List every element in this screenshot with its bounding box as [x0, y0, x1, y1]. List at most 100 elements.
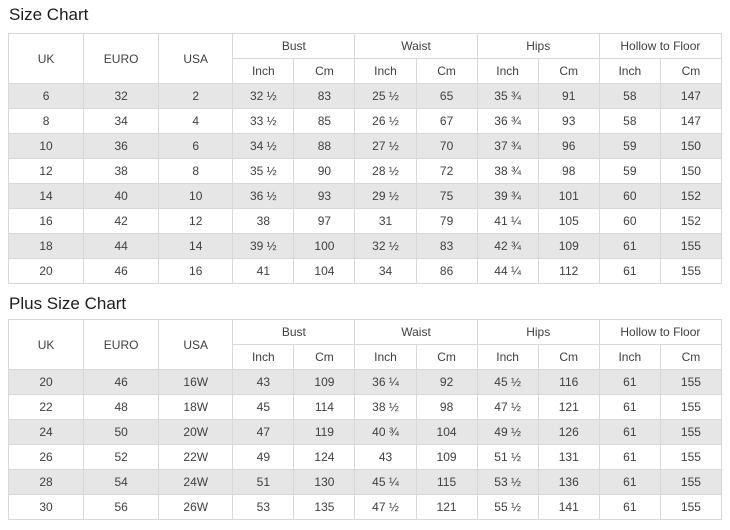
table-cell: 47 ½ — [476, 394, 539, 420]
unit-header: Cm — [415, 58, 478, 84]
table-cell: 147 — [659, 108, 723, 134]
table-cell: 46 — [83, 369, 160, 395]
table-cell: 32 ½ — [354, 233, 417, 259]
table-cell: 39 ¾ — [476, 183, 539, 209]
table-cell: 34 — [354, 258, 417, 284]
table-cell: 36 ¾ — [476, 108, 539, 134]
table-cell: 112 — [537, 258, 600, 284]
measure-group-header: Hips — [476, 319, 600, 345]
table-cell: 85 — [293, 108, 356, 134]
table-cell: 136 — [537, 469, 600, 495]
table-cell: 18 — [7, 233, 85, 259]
header-row-groups: UK EURO USA Bust Waist Hips Hollow to Floor — [7, 33, 723, 84]
table-cell: 56 — [83, 494, 160, 520]
table-cell: 155 — [659, 444, 723, 470]
size-system-header: EURO — [83, 33, 160, 84]
table-cell: 155 — [659, 419, 723, 445]
table-cell: 49 ½ — [476, 419, 539, 445]
measure-group-header: Waist — [354, 33, 478, 59]
table-cell: 70 — [415, 133, 478, 159]
table-cell: 67 — [415, 108, 478, 134]
table-cell: 32 — [83, 83, 160, 109]
table-cell: 14 — [7, 183, 85, 209]
table-cell: 26W — [158, 494, 234, 520]
table-cell: 104 — [415, 419, 478, 445]
table-row: 14 40 10 36 ½ 93 29 ½ 75 39 ¾ 101 60 152 — [7, 183, 723, 209]
unit-header: Inch — [476, 58, 539, 84]
table-cell: 131 — [537, 444, 600, 470]
table-cell: 155 — [659, 258, 723, 284]
table-cell: 27 ½ — [354, 133, 417, 159]
table-cell: 24 — [7, 419, 85, 445]
table-cell: 58 — [598, 83, 661, 109]
table-cell: 12 — [158, 208, 234, 234]
table-cell: 38 — [232, 208, 295, 234]
table-cell: 50 — [83, 419, 160, 445]
size-system-header: EURO — [83, 319, 160, 370]
table-cell: 61 — [598, 258, 661, 284]
table-cell: 42 — [83, 208, 160, 234]
table-cell: 39 ½ — [232, 233, 295, 259]
table-cell: 150 — [659, 158, 723, 184]
measure-group-header: Hips — [476, 33, 600, 59]
table-cell: 43 — [232, 369, 295, 395]
table-cell: 155 — [659, 369, 723, 395]
table-cell: 51 — [232, 469, 295, 495]
table-cell: 93 — [293, 183, 356, 209]
unit-header: Cm — [293, 58, 356, 84]
measure-group-header: Bust — [232, 319, 356, 345]
table-cell: 104 — [293, 258, 356, 284]
table-cell: 41 — [232, 258, 295, 284]
table-cell: 8 — [7, 108, 85, 134]
table-cell: 101 — [537, 183, 600, 209]
measure-group-header: Hollow to Floor — [598, 33, 723, 59]
table-cell: 22W — [158, 444, 234, 470]
table-cell: 30 — [7, 494, 85, 520]
table-cell: 22 — [7, 394, 85, 420]
table-cell: 16W — [158, 369, 234, 395]
table-cell: 40 — [83, 183, 160, 209]
table-cell: 33 ½ — [232, 108, 295, 134]
table-cell: 16 — [7, 208, 85, 234]
table-cell: 47 — [232, 419, 295, 445]
table-cell: 45 — [232, 394, 295, 420]
table-cell: 44 — [83, 233, 160, 259]
unit-header: Cm — [415, 344, 478, 370]
unit-header: Cm — [537, 58, 600, 84]
size-chart-title: Size Chart — [9, 5, 89, 24]
table-cell: 61 — [598, 494, 661, 520]
table-cell: 79 — [415, 208, 478, 234]
table-cell: 36 ¼ — [354, 369, 417, 395]
table-cell: 6 — [158, 133, 234, 159]
table-cell: 48 — [83, 394, 160, 420]
table-cell: 53 — [232, 494, 295, 520]
table-cell: 155 — [659, 469, 723, 495]
table-cell: 51 ½ — [476, 444, 539, 470]
table-cell: 41 ¼ — [476, 208, 539, 234]
table-row: 16 42 12 38 97 31 79 41 ¼ 105 60 152 — [7, 208, 723, 234]
measure-group-header: Bust — [232, 33, 356, 59]
table-cell: 93 — [537, 108, 600, 134]
table-header: UK EURO USA Bust Waist Hips Hollow to Floor Inc… — [7, 319, 723, 370]
size-system-header: USA — [158, 33, 234, 84]
table-body: 6 32 2 32 ½ 83 25 ½ 65 35 ¾ 91 58 147 8 34 4 33 ½ 85 26 … — [7, 83, 723, 284]
table-cell: 105 — [537, 208, 600, 234]
header-row-units: Inch Cm Inch Cm Inch Cm Inch Cm — [9, 344, 723, 370]
table-cell: 59 — [598, 158, 661, 184]
table-row: 30 56 26W 53 135 47 ½ 121 55 ½ 141 61 155 — [7, 494, 723, 520]
table-cell: 20 — [7, 369, 85, 395]
table-cell: 40 ¾ — [354, 419, 417, 445]
table-cell: 114 — [293, 394, 356, 420]
table-cell: 43 — [354, 444, 417, 470]
table-cell: 36 — [83, 133, 160, 159]
table-cell: 60 — [598, 183, 661, 209]
table-cell: 147 — [659, 83, 723, 109]
table-row: 26 52 22W 49 124 43 109 51 ½ 131 61 155 — [7, 444, 723, 470]
table-cell: 8 — [158, 158, 234, 184]
table-cell: 98 — [415, 394, 478, 420]
table-row: 20 46 16W 43 109 36 ¼ 92 45 ½ 116 61 155 — [7, 369, 723, 395]
table-cell: 96 — [537, 133, 600, 159]
table-cell: 72 — [415, 158, 478, 184]
table-cell: 58 — [598, 108, 661, 134]
